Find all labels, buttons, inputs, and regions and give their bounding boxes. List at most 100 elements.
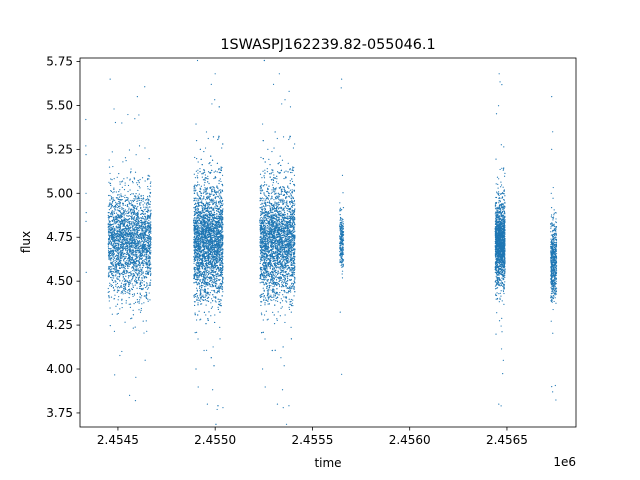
data-point xyxy=(133,263,135,265)
data-point xyxy=(216,268,218,270)
data-point xyxy=(220,240,222,242)
data-point xyxy=(122,277,124,279)
data-point xyxy=(128,220,130,222)
data-point xyxy=(133,205,135,207)
data-point xyxy=(129,223,131,225)
data-point xyxy=(140,209,143,211)
data-point xyxy=(208,195,210,197)
data-point xyxy=(110,284,112,286)
data-point xyxy=(120,222,122,224)
data-point xyxy=(217,279,219,281)
data-point xyxy=(116,230,118,233)
data-point xyxy=(108,247,110,250)
data-point xyxy=(113,222,115,224)
data-point xyxy=(215,301,217,303)
data-point xyxy=(111,244,113,247)
data-point xyxy=(112,256,114,258)
data-point xyxy=(145,203,148,205)
data-point xyxy=(139,202,141,204)
data-point xyxy=(149,253,151,255)
data-points xyxy=(85,59,558,425)
data-point xyxy=(196,289,198,291)
data-point xyxy=(147,239,149,241)
data-point xyxy=(221,285,223,288)
data-point xyxy=(142,222,145,224)
data-point xyxy=(212,267,214,269)
data-point xyxy=(125,211,128,213)
data-point xyxy=(198,266,201,269)
data-point xyxy=(117,312,119,315)
data-point xyxy=(114,242,117,245)
data-point xyxy=(122,232,125,234)
data-point xyxy=(115,281,117,283)
data-point xyxy=(119,247,121,249)
data-point xyxy=(134,278,137,280)
data-point xyxy=(135,246,138,248)
data-point xyxy=(204,179,206,182)
data-point xyxy=(118,234,121,236)
data-point xyxy=(126,280,129,282)
data-point xyxy=(219,211,222,213)
data-point xyxy=(201,200,203,202)
data-point xyxy=(146,255,148,257)
data-point xyxy=(204,212,206,214)
data-point xyxy=(122,225,124,227)
data-point xyxy=(128,303,130,305)
data-point xyxy=(121,214,123,216)
data-point xyxy=(143,209,145,211)
data-point xyxy=(107,218,110,220)
data-point xyxy=(116,291,118,293)
data-point xyxy=(146,205,148,207)
data-point xyxy=(113,205,115,208)
data-point xyxy=(134,241,136,243)
data-point xyxy=(143,332,145,334)
data-point xyxy=(136,216,139,218)
data-point xyxy=(139,236,142,238)
data-point xyxy=(136,247,138,250)
data-point xyxy=(121,303,123,305)
data-point xyxy=(125,300,127,302)
data-point xyxy=(137,220,140,222)
data-point xyxy=(110,276,112,279)
data-point xyxy=(150,274,152,276)
data-point xyxy=(108,194,110,197)
data-point xyxy=(208,223,210,225)
data-point xyxy=(144,233,146,235)
data-point xyxy=(195,242,197,245)
data-point xyxy=(204,286,206,288)
data-point xyxy=(134,118,136,120)
data-point xyxy=(218,193,220,195)
data-point xyxy=(199,279,201,281)
data-point xyxy=(142,271,144,273)
data-point xyxy=(136,299,138,301)
data-point xyxy=(128,230,130,232)
data-point xyxy=(135,253,137,255)
data-point xyxy=(137,200,139,202)
data-point xyxy=(200,246,202,248)
data-point xyxy=(108,258,111,260)
data-point xyxy=(108,237,111,240)
data-point xyxy=(136,259,138,262)
data-point xyxy=(149,196,151,198)
data-point xyxy=(198,283,200,285)
data-point xyxy=(146,276,148,279)
data-point xyxy=(129,202,131,205)
data-point xyxy=(141,223,144,225)
data-point xyxy=(132,261,134,264)
data-point xyxy=(120,220,122,223)
data-point xyxy=(123,210,125,212)
data-point xyxy=(124,194,126,196)
data-point xyxy=(124,265,126,267)
data-point xyxy=(109,242,111,245)
data-point xyxy=(135,192,137,195)
data-point xyxy=(141,251,143,253)
data-point xyxy=(198,276,200,279)
data-point xyxy=(149,218,151,220)
data-point xyxy=(113,253,115,255)
data-point xyxy=(221,247,223,249)
data-point xyxy=(128,255,131,257)
data-point xyxy=(135,276,137,278)
data-point xyxy=(128,283,130,286)
data-point xyxy=(146,261,148,263)
data-point xyxy=(219,242,222,244)
